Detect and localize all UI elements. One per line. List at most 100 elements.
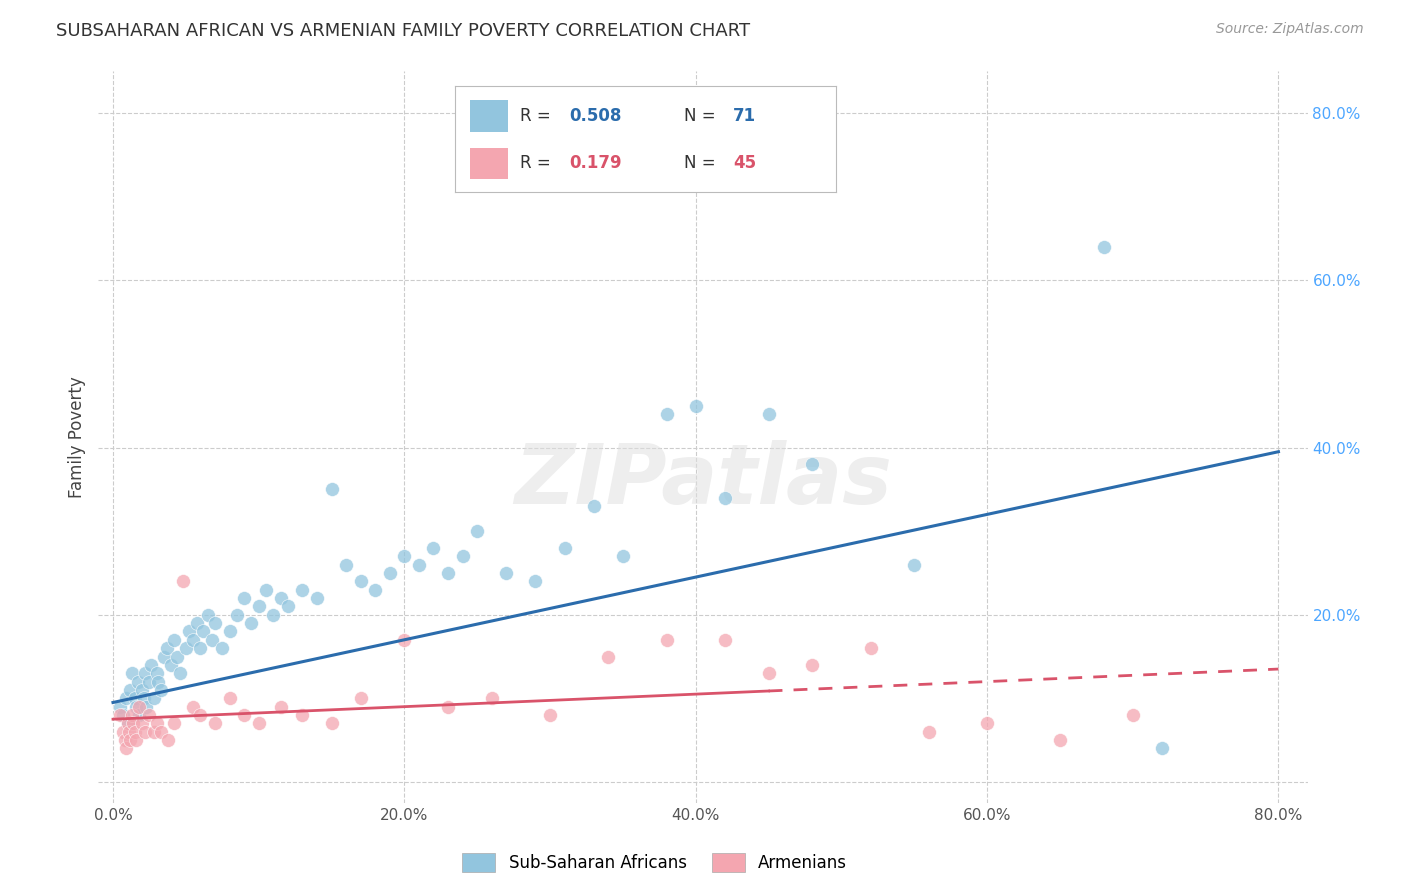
Point: [758, 666, 780, 681]
Point: [262, 607, 284, 622]
Point: [451, 549, 474, 564]
Point: [465, 524, 488, 538]
Point: [153, 649, 176, 664]
Point: [172, 574, 194, 589]
Point: [1150, 741, 1173, 756]
Point: [714, 632, 737, 647]
Point: [225, 607, 247, 622]
Point: [157, 733, 180, 747]
Point: [408, 558, 430, 572]
Point: [163, 632, 186, 647]
Point: [117, 716, 139, 731]
Point: [177, 624, 200, 639]
Point: [112, 708, 135, 723]
Point: [197, 607, 219, 622]
Point: [218, 691, 240, 706]
Point: [903, 558, 925, 572]
Point: [918, 724, 941, 739]
Point: [335, 558, 357, 572]
Point: [437, 699, 460, 714]
Point: [394, 632, 416, 647]
Point: [121, 708, 143, 723]
Point: [350, 574, 373, 589]
Point: [125, 699, 148, 714]
Y-axis label: Family Poverty: Family Poverty: [67, 376, 86, 498]
Point: [481, 691, 503, 706]
Point: [120, 733, 142, 747]
Point: [145, 666, 167, 681]
Point: [134, 666, 156, 681]
Point: [193, 624, 215, 639]
Point: [247, 599, 270, 614]
Point: [233, 708, 256, 723]
Legend: Sub-Saharan Africans, Armenians: Sub-Saharan Africans, Armenians: [456, 846, 853, 879]
Point: [1122, 708, 1144, 723]
Point: [128, 699, 150, 714]
Point: [118, 724, 141, 739]
Point: [218, 624, 240, 639]
Point: [291, 582, 314, 597]
Point: [135, 699, 157, 714]
Point: [150, 682, 173, 697]
Point: [321, 483, 343, 497]
Point: [305, 591, 328, 605]
Point: [204, 616, 226, 631]
Point: [163, 716, 186, 731]
Point: [714, 491, 737, 505]
Point: [110, 699, 132, 714]
Point: [138, 708, 160, 723]
Point: [134, 724, 156, 739]
Point: [127, 674, 149, 689]
Point: [350, 691, 373, 706]
Text: Source: ZipAtlas.com: Source: ZipAtlas.com: [1216, 22, 1364, 37]
Point: [612, 549, 634, 564]
Point: [655, 407, 678, 421]
Point: [801, 657, 824, 672]
Point: [190, 708, 212, 723]
Point: [378, 566, 401, 580]
Point: [142, 691, 165, 706]
Point: [247, 716, 270, 731]
Point: [254, 582, 277, 597]
Point: [139, 657, 162, 672]
Point: [121, 666, 143, 681]
Point: [166, 649, 188, 664]
Point: [169, 666, 191, 681]
Point: [138, 674, 160, 689]
Point: [277, 599, 299, 614]
Point: [495, 566, 517, 580]
Point: [976, 716, 998, 731]
Point: [758, 407, 780, 421]
Point: [128, 708, 150, 723]
Point: [114, 733, 136, 747]
Point: [132, 691, 155, 706]
Point: [120, 682, 142, 697]
Point: [437, 566, 460, 580]
Point: [131, 682, 153, 697]
Point: [145, 716, 167, 731]
Point: [321, 716, 343, 731]
Point: [181, 699, 204, 714]
Text: SUBSAHARAN AFRICAN VS ARMENIAN FAMILY POVERTY CORRELATION CHART: SUBSAHARAN AFRICAN VS ARMENIAN FAMILY PO…: [56, 22, 751, 40]
Point: [801, 457, 824, 471]
Point: [112, 724, 135, 739]
Point: [859, 641, 882, 656]
Point: [685, 399, 707, 413]
Point: [233, 591, 256, 605]
Point: [124, 691, 146, 706]
Point: [146, 674, 169, 689]
Point: [211, 641, 233, 656]
Text: ZIPatlas: ZIPatlas: [515, 441, 891, 522]
Point: [115, 691, 138, 706]
Point: [270, 591, 292, 605]
Point: [270, 699, 292, 714]
Point: [582, 499, 605, 513]
Point: [115, 741, 138, 756]
Point: [131, 716, 153, 731]
Point: [1092, 240, 1115, 254]
Point: [190, 641, 212, 656]
Point: [1049, 733, 1071, 747]
Point: [186, 616, 208, 631]
Point: [117, 716, 139, 731]
Point: [364, 582, 387, 597]
